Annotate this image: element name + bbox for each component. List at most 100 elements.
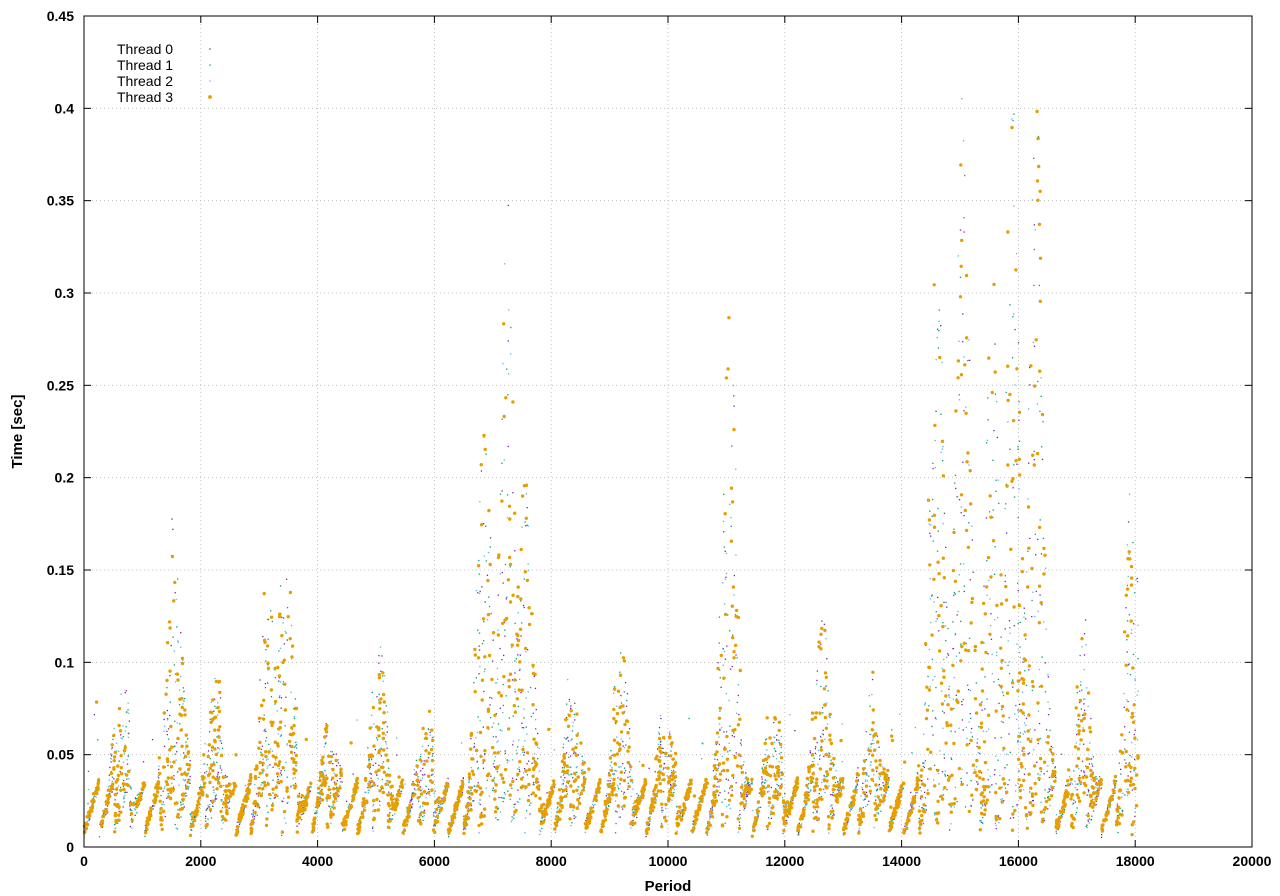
data-point (371, 726, 373, 728)
data-point (479, 592, 481, 594)
data-point (922, 765, 924, 767)
data-point (265, 660, 267, 662)
data-point (663, 767, 665, 769)
data-point (1031, 800, 1034, 802)
data-point (1083, 654, 1086, 656)
data-point (1062, 813, 1064, 815)
data-point (623, 747, 625, 749)
data-point (624, 770, 627, 772)
data-point (142, 791, 144, 794)
data-point (502, 704, 504, 707)
data-point (183, 780, 186, 782)
data-point (1002, 692, 1004, 694)
data-point (573, 815, 575, 817)
data-point (980, 772, 983, 774)
data-point (746, 791, 748, 794)
data-point (776, 734, 778, 736)
data-point (573, 751, 575, 753)
data-point (410, 800, 412, 802)
data-point (221, 800, 223, 802)
data-point (137, 798, 139, 800)
data-point (972, 798, 974, 800)
data-point (758, 806, 760, 809)
data-point (268, 743, 270, 745)
data-point (337, 762, 340, 764)
data-point (717, 767, 719, 769)
data-point (566, 786, 568, 788)
data-point (88, 817, 90, 820)
data-point (1049, 729, 1051, 732)
data-point (110, 791, 113, 794)
data-point (757, 815, 759, 818)
data-point (127, 754, 129, 756)
data-point (1126, 791, 1128, 793)
data-point (674, 785, 676, 787)
data-point (211, 749, 213, 751)
data-point (871, 693, 873, 696)
data-point (995, 654, 998, 657)
data-point (1131, 756, 1133, 758)
data-point (1072, 803, 1074, 805)
data-point (1120, 773, 1122, 776)
data-point (825, 685, 827, 687)
data-point (507, 340, 509, 342)
data-point (805, 804, 807, 806)
data-point (744, 782, 746, 784)
data-point (566, 793, 569, 795)
data-point (511, 679, 514, 681)
data-point (523, 768, 526, 770)
data-point (274, 677, 276, 679)
data-point (294, 745, 296, 748)
data-point (489, 537, 492, 539)
data-point (178, 704, 181, 706)
data-point (310, 786, 312, 788)
data-point (1037, 380, 1039, 383)
data-point (274, 703, 276, 705)
data-point (724, 376, 729, 380)
data-point (510, 820, 512, 823)
data-point (817, 749, 820, 752)
data-point (937, 347, 940, 349)
data-point (1083, 703, 1085, 705)
data-point (1018, 488, 1020, 490)
data-point (504, 750, 506, 752)
data-point (826, 775, 828, 778)
data-point (333, 781, 335, 783)
data-point (117, 822, 119, 824)
data-point (1075, 811, 1078, 814)
data-point (173, 746, 175, 748)
data-point (526, 810, 528, 812)
data-point (488, 728, 490, 730)
data-point (494, 782, 496, 784)
data-point (687, 786, 689, 789)
data-point (206, 807, 209, 809)
data-point (516, 752, 518, 754)
data-point (503, 654, 505, 657)
data-point (417, 776, 419, 778)
data-point (1092, 756, 1094, 758)
data-point (675, 771, 677, 773)
data-point (404, 783, 406, 785)
data-point (102, 822, 105, 824)
data-point (823, 788, 825, 790)
data-point (1019, 732, 1022, 734)
data-point (744, 780, 746, 783)
data-point (1011, 357, 1014, 359)
data-point (947, 653, 949, 655)
data-point (1073, 770, 1075, 772)
data-point (204, 743, 206, 745)
data-point (490, 775, 492, 777)
data-point (254, 783, 256, 786)
data-point (1078, 718, 1080, 721)
data-point (966, 784, 968, 786)
data-point (522, 772, 525, 774)
data-point (541, 817, 543, 819)
data-point (1086, 814, 1090, 818)
data-point (1099, 775, 1101, 778)
data-point (1017, 582, 1019, 584)
data-point (780, 735, 782, 738)
data-point (883, 784, 885, 787)
data-point (157, 775, 159, 777)
data-point (138, 803, 141, 805)
data-point (820, 685, 822, 688)
